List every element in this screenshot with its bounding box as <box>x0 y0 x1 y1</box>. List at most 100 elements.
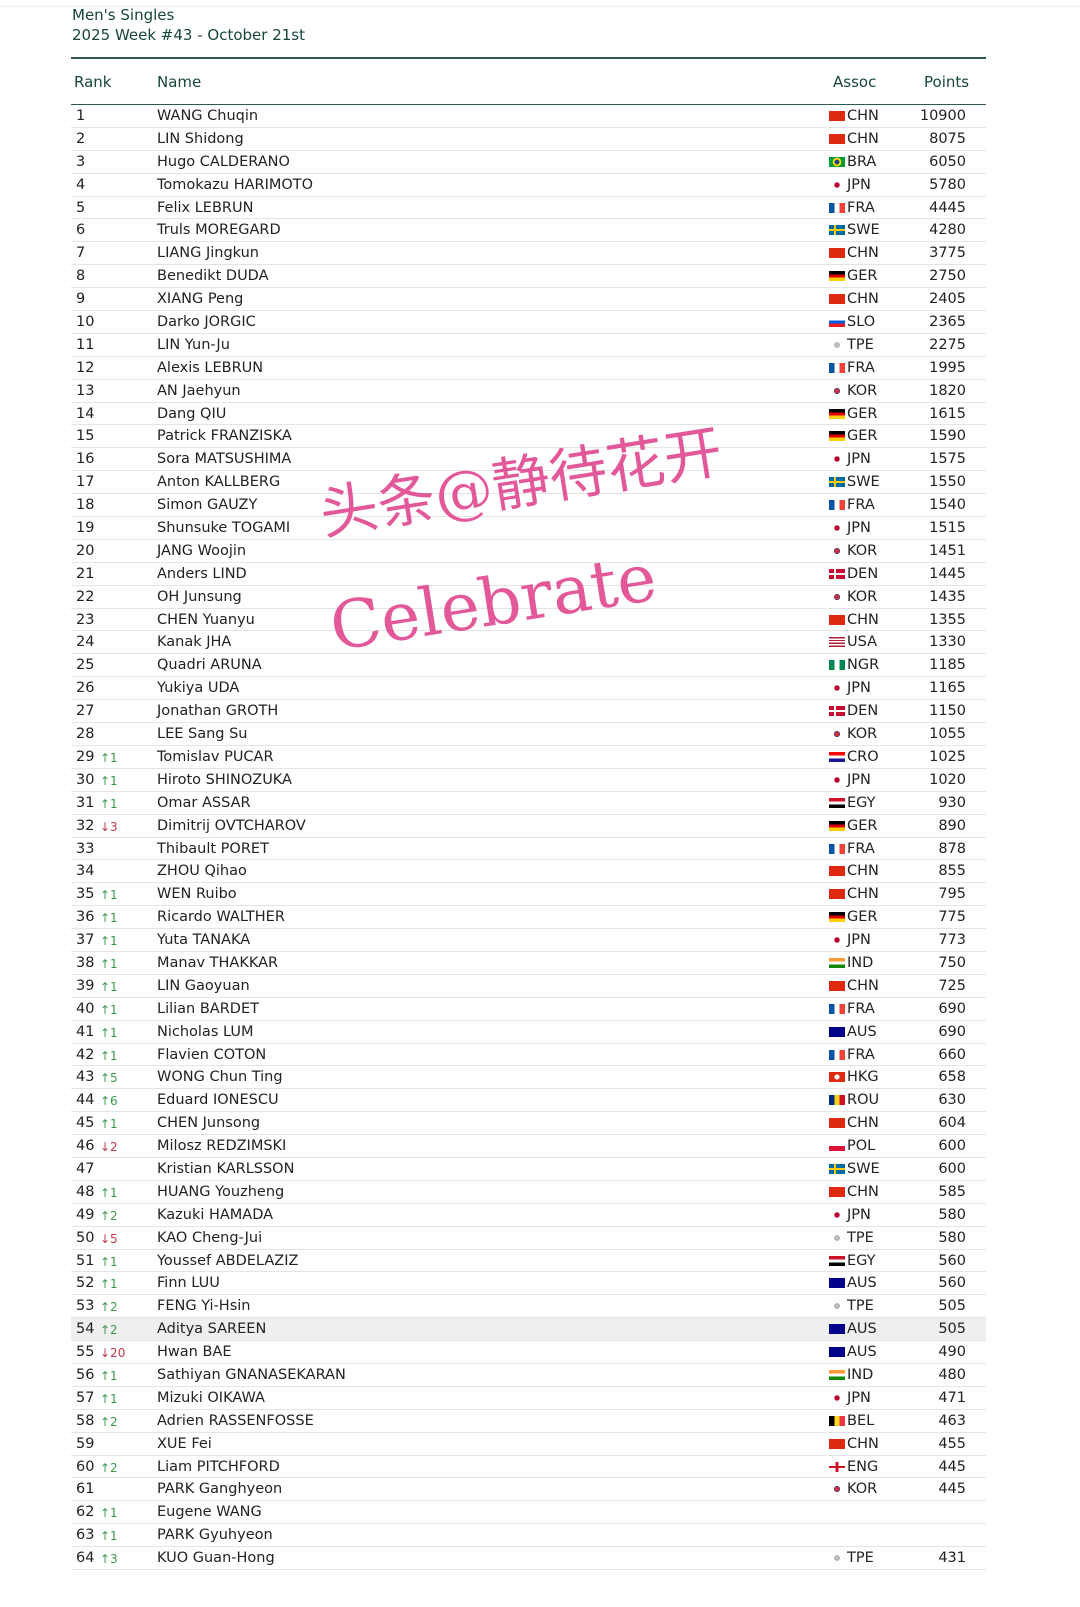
player-name[interactable]: Kazuki HAMADA <box>157 1206 274 1223</box>
table-row[interactable]: 9 XIANG Peng CHN 2405 <box>71 288 986 312</box>
table-row[interactable]: 14 Dang QIU GER 1615 <box>71 403 986 426</box>
table-row[interactable]: 19 Shunsuke TOGAMI JPN 1515 <box>71 517 986 540</box>
player-name[interactable]: OH Junsung <box>157 588 242 605</box>
table-row[interactable]: 20 JANG Woojin KOR 1451 <box>71 540 986 563</box>
table-row[interactable]: 61 PARK Ganghyeon KOR 445 <box>71 1478 986 1502</box>
player-name[interactable]: Alexis LEBRUN <box>157 359 264 376</box>
player-name[interactable]: Truls MOREGARD <box>157 222 281 239</box>
table-row[interactable]: 11 LIN Yun-Ju TPE 2275 <box>71 334 986 357</box>
player-name[interactable]: Finn LUU <box>157 1275 220 1292</box>
player-name[interactable]: Tomislav PUCAR <box>157 748 274 765</box>
table-row[interactable]: 43 ↑5 WONG Chun Ting HKG 658 <box>71 1066 986 1090</box>
player-name[interactable]: Hiroto SHINOZUKA <box>157 771 292 788</box>
table-row[interactable]: 45 ↑1 CHEN Junsong CHN 604 <box>71 1112 986 1136</box>
player-name[interactable]: Shunsuke TOGAMI <box>157 520 291 537</box>
table-row[interactable]: 46 ↓2 Milosz REDZIMSKI POL 600 <box>71 1135 986 1158</box>
player-name[interactable]: Liam PITCHFORD <box>157 1458 280 1475</box>
player-name[interactable]: LEE Sang Su <box>157 726 248 743</box>
table-row[interactable]: 48 ↑1 HUANG Youzheng CHN 585 <box>71 1181 986 1204</box>
table-row[interactable]: 63 ↑1 PARK Gyuhyeon <box>71 1524 986 1548</box>
table-row[interactable]: 3 Hugo CALDERANO BRA 6050 <box>71 151 986 174</box>
table-row[interactable]: 52 ↑1 Finn LUU AUS 560 <box>71 1272 986 1296</box>
player-name[interactable]: Omar ASSAR <box>157 794 251 811</box>
player-name[interactable]: Aditya SAREEN <box>157 1321 267 1338</box>
table-row[interactable]: 55 ↓20 Hwan BAE AUS 490 <box>71 1341 986 1364</box>
player-name[interactable]: WONG Chun Ting <box>157 1069 283 1086</box>
table-row[interactable]: 60 ↑2 Liam PITCHFORD ENG 445 <box>71 1456 986 1479</box>
table-row[interactable]: 39 ↑1 LIN Gaoyuan CHN 725 <box>71 975 986 998</box>
column-header-name[interactable]: Name <box>157 73 202 91</box>
player-name[interactable]: Manav THAKKAR <box>157 954 279 971</box>
table-row[interactable]: 22 OH Junsung KOR 1435 <box>71 586 986 609</box>
table-row[interactable]: 53 ↑2 FENG Yi-Hsin TPE 505 <box>71 1295 986 1319</box>
table-row[interactable]: 21 Anders LIND DEN 1445 <box>71 563 986 586</box>
player-name[interactable]: Darko JORGIC <box>157 314 256 331</box>
table-row[interactable]: 4 Tomokazu HARIMOTO JPN 5780 <box>71 174 986 197</box>
table-row[interactable]: 57 ↑1 Mizuki OIKAWA JPN 471 <box>71 1387 986 1410</box>
table-row[interactable]: 7 LIANG Jingkun CHN 3775 <box>71 242 986 266</box>
player-name[interactable]: Mizuki OIKAWA <box>157 1389 265 1406</box>
table-row[interactable]: 47 Kristian KARLSSON SWE 600 <box>71 1158 986 1181</box>
table-row[interactable]: 38 ↑1 Manav THAKKAR IND 750 <box>71 952 986 975</box>
table-row[interactable]: 34 ZHOU Qihao CHN 855 <box>71 860 986 884</box>
player-name[interactable]: WEN Ruibo <box>157 886 237 903</box>
player-name[interactable]: Ricardo WALTHER <box>157 909 285 926</box>
player-name[interactable]: LIN Shidong <box>157 130 244 147</box>
table-row[interactable]: 10 Darko JORGIC SLO 2365 <box>71 311 986 334</box>
table-row[interactable]: 28 LEE Sang Su KOR 1055 <box>71 723 986 746</box>
player-name[interactable]: Adrien RASSENFOSSE <box>157 1412 314 1429</box>
player-name[interactable]: Dang QIU <box>157 405 227 422</box>
player-name[interactable]: ZHOU Qihao <box>157 863 247 880</box>
table-row[interactable]: 50 ↓5 KAO Cheng-Jui TPE 580 <box>71 1227 986 1250</box>
player-name[interactable]: CHEN Junsong <box>157 1115 261 1132</box>
table-row[interactable]: 27 Jonathan GROTH DEN 1150 <box>71 700 986 724</box>
table-row[interactable]: 24 Kanak JHA USA 1330 <box>71 631 986 655</box>
table-row[interactable]: 32 ↓3 Dimitrij OVTCHAROV GER 890 <box>71 815 986 838</box>
player-name[interactable]: LIN Yun-Ju <box>157 336 230 353</box>
column-header-rank[interactable]: Rank <box>74 73 112 91</box>
table-row[interactable]: 8 Benedikt DUDA GER 2750 <box>71 265 986 289</box>
player-name[interactable]: KAO Cheng-Jui <box>157 1229 263 1246</box>
table-row[interactable]: 5 Felix LEBRUN FRA 4445 <box>71 197 986 220</box>
table-row[interactable]: 59 XUE Fei CHN 455 <box>71 1433 986 1456</box>
player-name[interactable]: WANG Chuqin <box>157 108 259 124</box>
column-header-points[interactable]: Points <box>924 73 970 91</box>
player-name[interactable]: Simon GAUZY <box>157 497 258 514</box>
table-row[interactable]: 40 ↑1 Lilian BARDET FRA 690 <box>71 998 986 1021</box>
table-row[interactable]: 44 ↑6 Eduard IONESCU ROU 630 <box>71 1089 986 1113</box>
player-name[interactable]: Kanak JHA <box>157 634 232 651</box>
player-name[interactable]: LIN Gaoyuan <box>157 977 250 994</box>
player-name[interactable]: Milosz REDZIMSKI <box>157 1138 287 1155</box>
table-row[interactable]: 62 ↑1 Eugene WANG <box>71 1501 986 1525</box>
column-header-assoc[interactable]: Assoc <box>833 73 877 91</box>
table-row[interactable]: 15 Patrick FRANZISKA GER 1590 <box>71 425 986 449</box>
table-row[interactable]: 23 CHEN Yuanyu CHN 1355 <box>71 609 986 632</box>
player-name[interactable]: AN Jaehyun <box>157 382 241 399</box>
player-name[interactable]: Yukiya UDA <box>157 680 240 697</box>
player-name[interactable]: JANG Woojin <box>157 542 247 559</box>
player-name[interactable]: Sora MATSUSHIMA <box>157 451 292 468</box>
player-name[interactable]: Sathiyan GNANASEKARAN <box>157 1366 346 1383</box>
player-name[interactable]: Kristian KARLSSON <box>157 1160 295 1177</box>
player-name[interactable]: Hugo CALDERANO <box>157 153 290 170</box>
table-row[interactable]: 54 ↑2 Aditya SAREEN AUS 505 <box>71 1318 986 1342</box>
player-name[interactable]: Jonathan GROTH <box>157 703 279 720</box>
table-row[interactable]: 13 AN Jaehyun KOR 1820 <box>71 380 986 403</box>
table-row[interactable]: 29 ↑1 Tomislav PUCAR CRO 1025 <box>71 746 986 769</box>
table-row[interactable]: 16 Sora MATSUSHIMA JPN 1575 <box>71 448 986 472</box>
table-row[interactable]: 51 ↑1 Youssef ABDELAZIZ EGY 560 <box>71 1250 986 1273</box>
player-name[interactable]: XUE Fei <box>157 1435 212 1452</box>
player-name[interactable]: FENG Yi-Hsin <box>157 1298 251 1315</box>
table-row[interactable]: 26 Yukiya UDA JPN 1165 <box>71 677 986 701</box>
player-name[interactable]: Lilian BARDET <box>157 1000 259 1017</box>
player-name[interactable]: Eugene WANG <box>157 1504 262 1521</box>
table-row[interactable]: 41 ↑1 Nicholas LUM AUS 690 <box>71 1021 986 1044</box>
table-row[interactable]: 37 ↑1 Yuta TANAKA JPN 773 <box>71 929 986 952</box>
player-name[interactable]: Nicholas LUM <box>157 1023 254 1040</box>
table-row[interactable]: 18 Simon GAUZY FRA 1540 <box>71 494 986 518</box>
player-name[interactable]: Patrick FRANZISKA <box>157 428 292 445</box>
player-name[interactable]: Yuta TANAKA <box>157 932 251 949</box>
table-row[interactable]: 49 ↑2 Kazuki HAMADA JPN 580 <box>71 1204 986 1227</box>
player-name[interactable]: PARK Gyuhyeon <box>157 1527 273 1544</box>
player-name[interactable]: Flavien COTON <box>157 1046 267 1063</box>
